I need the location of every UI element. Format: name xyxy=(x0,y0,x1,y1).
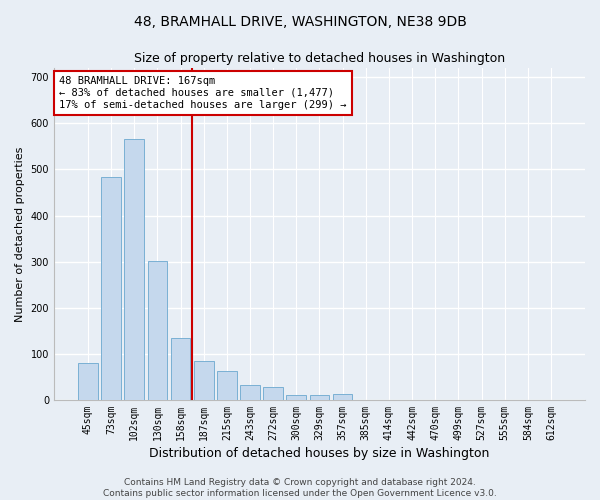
Bar xyxy=(194,361,214,400)
X-axis label: Distribution of detached houses by size in Washington: Distribution of detached houses by size … xyxy=(149,447,490,460)
Title: Size of property relative to detached houses in Washington: Size of property relative to detached ho… xyxy=(134,52,505,66)
Bar xyxy=(148,260,167,400)
Bar xyxy=(333,394,352,400)
Bar xyxy=(170,338,190,400)
Bar xyxy=(263,387,283,400)
Bar xyxy=(78,363,98,400)
Bar xyxy=(101,178,121,400)
Bar xyxy=(310,396,329,400)
Bar xyxy=(124,138,144,400)
Bar xyxy=(217,372,236,400)
Y-axis label: Number of detached properties: Number of detached properties xyxy=(15,146,25,322)
Text: 48 BRAMHALL DRIVE: 167sqm
← 83% of detached houses are smaller (1,477)
17% of se: 48 BRAMHALL DRIVE: 167sqm ← 83% of detac… xyxy=(59,76,347,110)
Text: 48, BRAMHALL DRIVE, WASHINGTON, NE38 9DB: 48, BRAMHALL DRIVE, WASHINGTON, NE38 9DB xyxy=(134,15,466,29)
Bar xyxy=(240,384,260,400)
Text: Contains HM Land Registry data © Crown copyright and database right 2024.
Contai: Contains HM Land Registry data © Crown c… xyxy=(103,478,497,498)
Bar xyxy=(286,395,306,400)
